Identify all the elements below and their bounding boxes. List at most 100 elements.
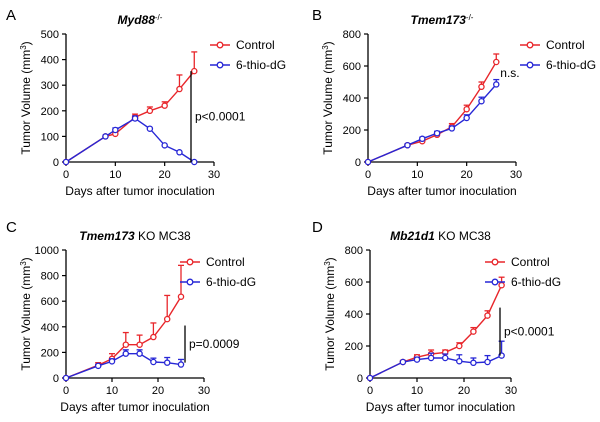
legend-marker	[186, 258, 194, 266]
y-axis-label-superscript: 3	[19, 261, 28, 266]
y-tick-label: 800	[343, 29, 361, 41]
p-value-label: p=0.0009	[189, 337, 240, 351]
x-tick-label: 10	[106, 385, 118, 397]
data-point	[122, 350, 130, 357]
data-point	[191, 158, 198, 166]
y-tick-label: 1000	[35, 245, 59, 257]
y-tick-label: 400	[41, 322, 59, 334]
title-superscript: -/-	[155, 13, 163, 22]
panel-title: Tmem173-/-	[411, 13, 474, 28]
data-point	[493, 81, 500, 88]
y-axis-label-main: Tumor Volume (mm	[321, 50, 335, 155]
data-point	[108, 358, 116, 365]
y-tick-label: 300	[41, 80, 59, 92]
y-tick-label: 200	[41, 106, 59, 118]
data-point	[404, 141, 411, 149]
legend-label: Control	[206, 255, 245, 269]
series-thio-dg	[62, 349, 185, 382]
x-tick-label: 0	[367, 385, 373, 397]
data-point	[150, 333, 157, 341]
legend-marker	[216, 61, 224, 69]
data-point	[163, 315, 171, 323]
data-point	[399, 358, 407, 366]
y-tick-label: 200	[345, 341, 363, 353]
data-point	[463, 114, 470, 122]
legend-entry-thio-dg: 6-thio-dG	[180, 275, 256, 289]
data-point	[163, 359, 171, 366]
panel-title: Myd88-/-	[118, 13, 163, 28]
legend-marker	[526, 61, 534, 69]
data-point	[463, 105, 470, 113]
series-line	[367, 83, 497, 163]
legend-marker	[186, 278, 194, 286]
y-tick-label: 800	[345, 245, 363, 257]
legend-label: 6-thio-dG	[236, 58, 286, 72]
panel-d: D Mb21d1 KO MC38 0 200 400 600 800 0 10 20 30 Days …	[312, 219, 561, 414]
y-axis-label-superscript: 3	[321, 45, 330, 50]
series-control	[62, 51, 198, 166]
data-point	[456, 342, 463, 350]
legend-entry-control: Control	[520, 38, 585, 52]
data-point	[470, 359, 477, 367]
x-tick-label: 20	[461, 169, 473, 181]
data-point	[150, 358, 157, 366]
series-thio-dg	[364, 78, 500, 166]
x-tick-label: 20	[159, 169, 171, 181]
x-tick-label: 0	[365, 169, 371, 181]
data-point	[433, 129, 441, 137]
x-tick-label: 10	[109, 169, 121, 181]
y-axis-label-main: Tumor Volume (mm	[19, 50, 33, 155]
y-axis-label-end: )	[19, 257, 33, 261]
legend-label: Control	[511, 255, 550, 269]
legend-entry-thio-dg: 6-thio-dG	[520, 58, 596, 72]
x-axis-label: Days after tumor inoculation	[60, 400, 209, 414]
y-axis-label: Tumor Volume (mm3)	[321, 41, 336, 154]
panel-label: C	[6, 219, 17, 236]
series-line	[369, 354, 502, 379]
data-point	[484, 312, 491, 319]
data-point	[427, 354, 435, 362]
legend-marker	[491, 258, 499, 266]
data-point	[478, 83, 485, 91]
data-point	[112, 126, 119, 134]
data-point	[177, 293, 185, 300]
y-axis-label: Tumor Volume (mm3)	[19, 41, 34, 154]
panel-label: D	[312, 219, 323, 236]
y-tick-label: 400	[343, 93, 361, 105]
y-tick-label: 0	[53, 157, 59, 169]
y-tick-label: 400	[345, 309, 363, 321]
data-point	[62, 374, 70, 382]
legend-label: 6-thio-dG	[206, 275, 256, 289]
data-point	[62, 158, 70, 166]
series-line	[65, 70, 195, 163]
data-point	[146, 107, 154, 115]
data-point	[448, 125, 456, 132]
data-point	[470, 328, 477, 335]
data-point	[94, 362, 102, 370]
legend-entry-control: Control	[180, 255, 245, 269]
data-point	[456, 357, 463, 365]
series-line	[65, 352, 182, 379]
series-line	[65, 296, 182, 379]
x-tick-label: 10	[411, 169, 423, 181]
data-point	[176, 149, 183, 156]
series-control	[364, 53, 500, 166]
x-axis-label: Days after tumor inoculation	[366, 400, 515, 414]
legend-label: Control	[236, 38, 275, 52]
panel-title: Mb21d1 KO MC38	[390, 229, 491, 243]
data-point	[493, 58, 500, 66]
title-suffix: KO MC38	[435, 229, 491, 243]
panel-b: B Tmem173-/- 0 200 400 600 800 0 10 20 30 Days afte…	[312, 7, 596, 198]
y-tick-label: 600	[345, 277, 363, 289]
series-line	[65, 117, 195, 163]
y-axis-label: Tumor Volume (mm3)	[19, 257, 34, 370]
title-gene: Mb21d1	[390, 229, 435, 243]
y-tick-label: 600	[41, 296, 59, 308]
panel-label: A	[6, 7, 16, 24]
y-tick-label: 800	[41, 271, 59, 283]
panel-label: B	[312, 7, 322, 24]
y-tick-label: 200	[41, 347, 59, 359]
y-tick-label: 100	[41, 131, 59, 143]
legend-label: 6-thio-dG	[511, 275, 561, 289]
